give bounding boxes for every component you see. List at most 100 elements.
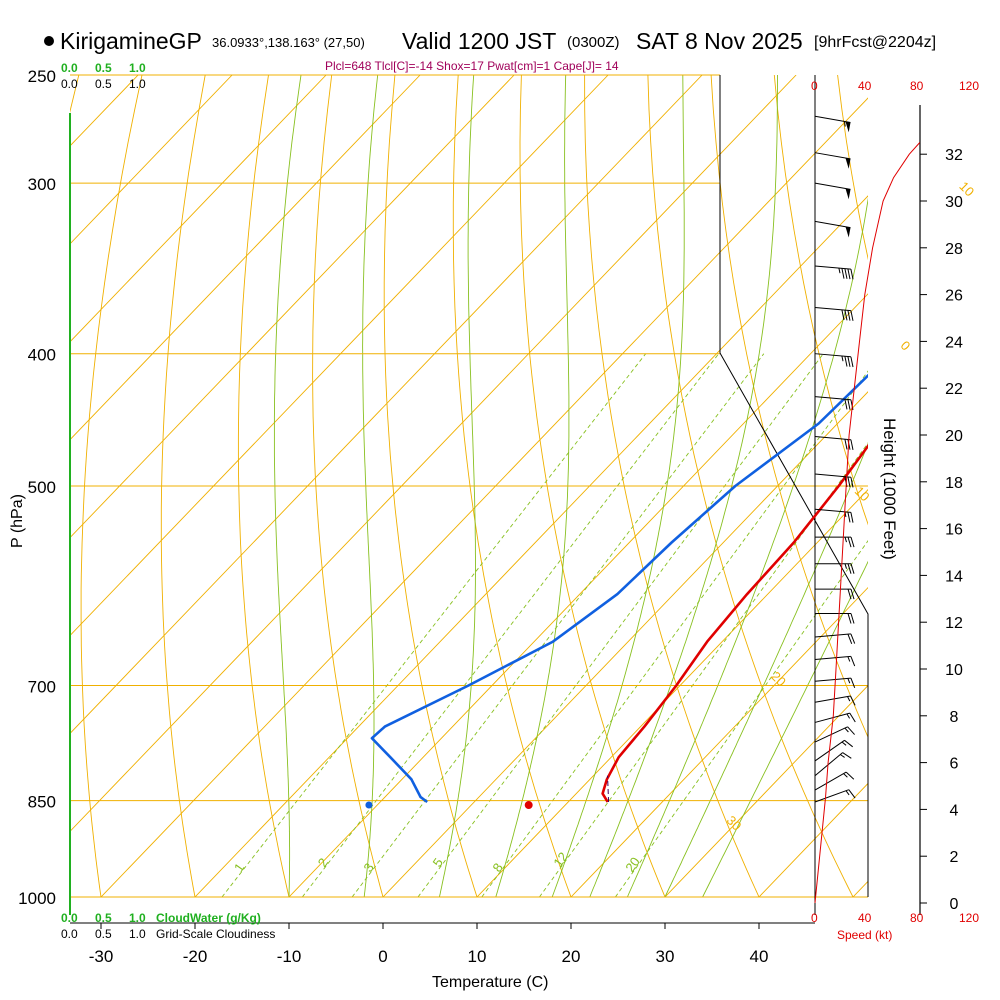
wind-barb-full — [845, 771, 855, 780]
isotherm-label: 0 — [898, 338, 914, 354]
surface-dewpoint-point — [365, 801, 373, 809]
cloudiness-bottom-0: 0.0 — [61, 927, 78, 941]
moist-adiabat-line — [362, 75, 379, 897]
speed-top-3: 120 — [959, 79, 979, 93]
temperature-tick-label: 0 — [378, 947, 387, 966]
wind-barb-full — [844, 439, 848, 450]
dry-adiabat-line — [452, 75, 572, 897]
wind-barb-flag — [845, 158, 851, 169]
cloudwater-bottom-1: 0.5 — [95, 911, 112, 925]
dewpoint-line — [370, 373, 868, 804]
wind-barb-half — [847, 656, 851, 662]
moist-adiabat-line — [589, 75, 778, 897]
wind-barb-full — [850, 310, 854, 321]
wind-barb-staff — [814, 396, 851, 401]
isotherm-line — [70, 75, 233, 245]
wind-barb-full — [844, 268, 848, 279]
moist-adiabat-line — [551, 75, 685, 897]
moist-adiabat-line — [438, 75, 476, 897]
wind-barb-full — [844, 309, 848, 321]
x-axis-title: Temperature (C) — [432, 974, 548, 991]
wind-barbs — [814, 115, 856, 803]
wind-barb-full — [842, 752, 852, 759]
wind-barb-staff — [814, 220, 851, 229]
wind-barb-full — [847, 536, 852, 548]
pressure-tick-label: 300 — [28, 175, 56, 194]
isotherm-label: 20 — [768, 669, 789, 690]
isotherm-label: 30 — [724, 813, 745, 834]
wind-barb-staff — [814, 436, 851, 441]
wind-barb-staff — [814, 677, 851, 682]
wind-barb-full — [848, 789, 856, 799]
wind-barb-full — [841, 309, 845, 321]
dry-adiabat-line — [80, 75, 143, 897]
wind-barb-staff — [814, 152, 851, 160]
cloudiness-top-1: 0.5 — [95, 77, 112, 91]
wind-barb-half — [846, 713, 851, 719]
temperature-line — [601, 443, 868, 803]
speed-bottom-0: 0 — [811, 911, 818, 925]
isobar-lines — [70, 74, 868, 898]
isotherm-line — [70, 75, 327, 343]
forecast-info: [9hrFcst@2204z] — [814, 34, 936, 51]
dry-adiabat-line — [964, 75, 1000, 897]
height-tick-label: 22 — [945, 381, 963, 398]
wind-barb-staff — [814, 182, 851, 190]
mixing-ratio-line — [221, 353, 647, 897]
wind-barb-half — [844, 121, 846, 127]
temperature-tick-label: -30 — [89, 947, 114, 966]
temperature-tick-label: -20 — [183, 947, 208, 966]
wind-barb-full — [850, 677, 856, 688]
utc-time: (0300Z) — [567, 34, 620, 51]
moist-adiabat-lines — [273, 75, 868, 897]
wind-barb-full — [850, 695, 856, 706]
isotherm-line — [476, 489, 868, 897]
wind-barb-staff — [814, 265, 851, 270]
wind-barb-full — [844, 356, 848, 367]
wind-barb-full — [847, 726, 855, 735]
wind-barb-full — [847, 399, 851, 410]
cloudwater-top-2: 1.0 — [129, 61, 146, 75]
wind-barb-half — [841, 741, 847, 746]
wind-speed-line — [814, 142, 921, 904]
wind-barb-staff — [814, 752, 843, 777]
moist-adiabat-line — [664, 442, 868, 897]
temperature-tick-label: 20 — [562, 947, 581, 966]
mixing-ratio-line — [615, 540, 868, 897]
sounding-series — [365, 373, 868, 810]
mixing-ratio-label: 1 — [231, 860, 247, 875]
wind-barb-full — [847, 633, 853, 644]
height-tick-label: 20 — [945, 428, 963, 445]
mixing-ratio-line — [351, 353, 765, 897]
dry-adiabat-line — [773, 75, 868, 526]
height-tick-label: 28 — [945, 241, 963, 258]
plot-frame — [69, 75, 921, 924]
temperature-tick-label: 30 — [656, 947, 675, 966]
cloudwater-bottom-2: 1.0 — [129, 911, 146, 925]
mixing-ratio-label: 5 — [430, 855, 446, 870]
wind-barb-staff — [814, 695, 851, 703]
moist-adiabat-line — [626, 197, 868, 897]
cloudwater-top-0: 0.0 — [61, 61, 78, 75]
wind-barb-half — [844, 727, 849, 733]
wind-barb-staff — [814, 353, 851, 358]
speed-top-1: 40 — [858, 79, 872, 93]
speed-top-0: 0 — [811, 79, 818, 93]
cloudiness-bottom-1: 0.5 — [95, 927, 112, 941]
wind-barb-full — [850, 563, 855, 574]
wind-barb-full — [850, 399, 854, 411]
cloudwater-bottom-0: 0.0 — [61, 911, 78, 925]
wind-barb-flag — [845, 226, 851, 238]
wind-barb-flag — [845, 188, 851, 200]
y-axis-title: P (hPa) — [9, 494, 26, 548]
height-tick-label: 10 — [945, 662, 963, 679]
pressure-tick-label: 1000 — [18, 889, 56, 908]
height-tick-label: 16 — [945, 522, 963, 539]
wind-barb-half — [843, 773, 848, 778]
wind-barb-half — [844, 536, 847, 543]
wind-barb-full — [850, 613, 855, 624]
height-tick-label: 26 — [945, 288, 963, 305]
temperature-tick-label: 40 — [750, 947, 769, 966]
